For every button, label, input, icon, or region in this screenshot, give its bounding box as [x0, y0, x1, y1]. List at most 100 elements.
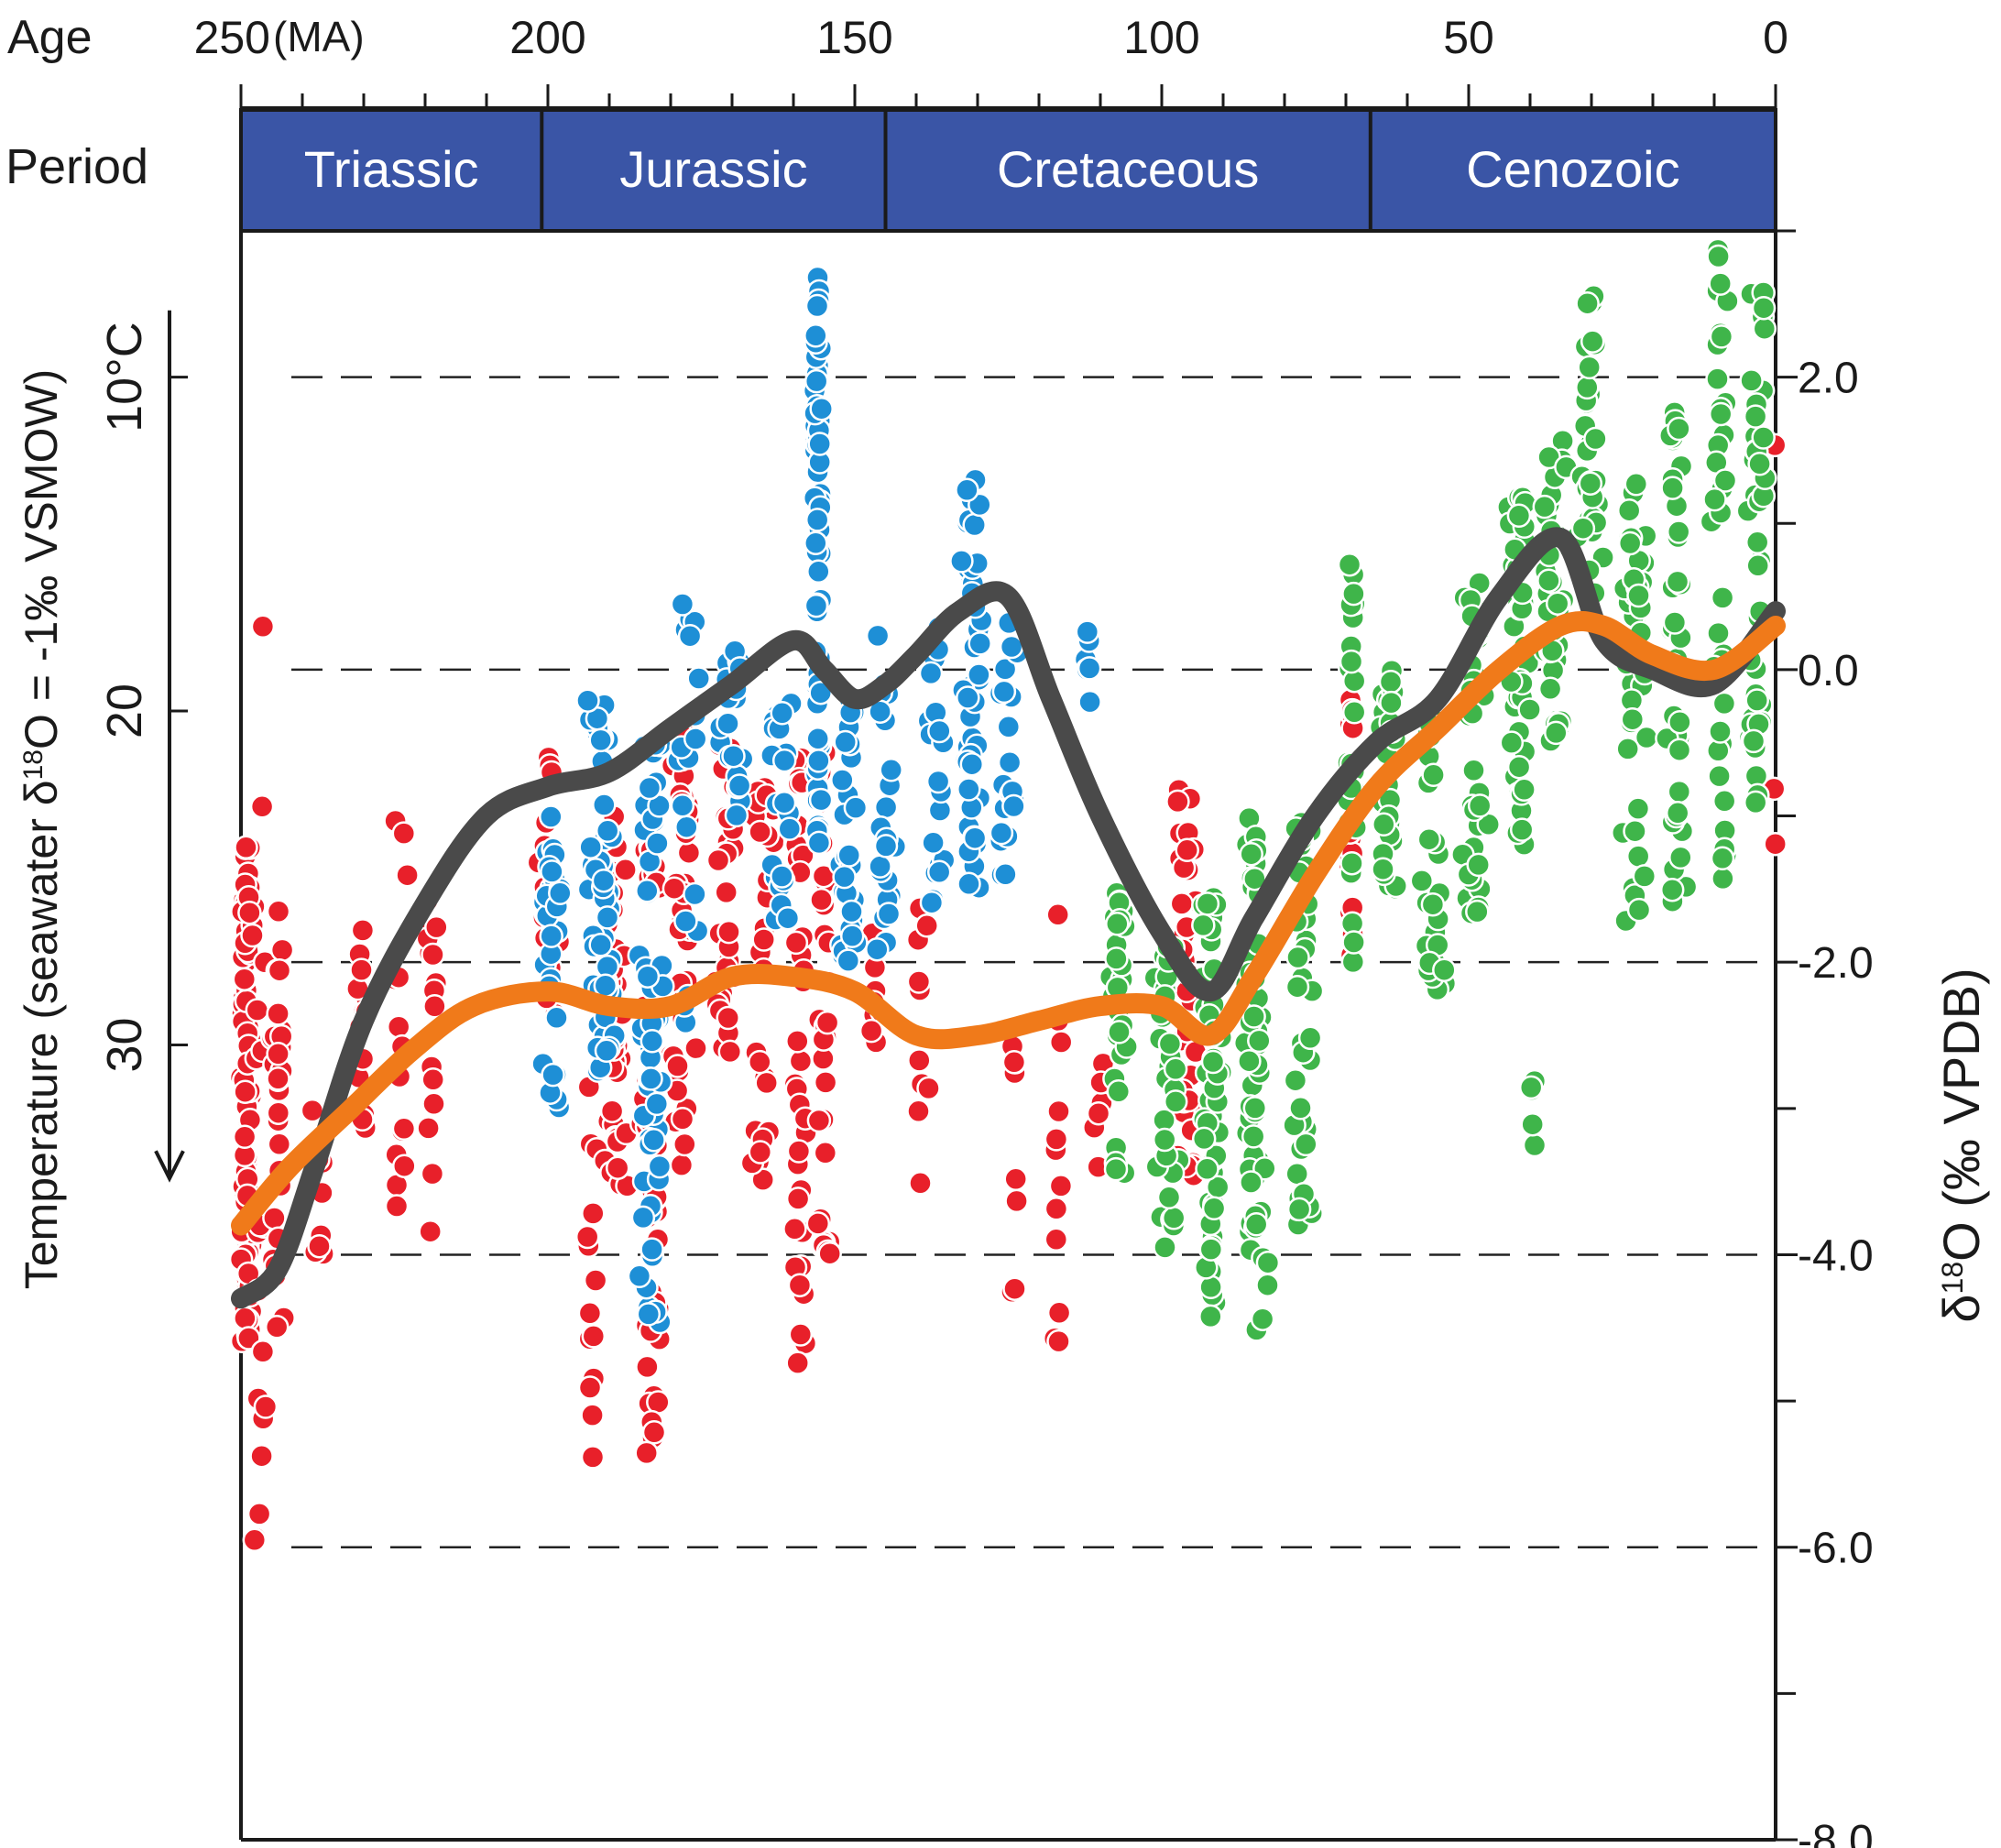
- red-data-point: [250, 1340, 276, 1364]
- blue-data-point: [967, 662, 991, 687]
- green-data-point: [1616, 498, 1642, 523]
- blue-data-point: [640, 1029, 665, 1054]
- red-data-point: [805, 1211, 831, 1236]
- green-data-point: [1198, 1274, 1223, 1300]
- green-data-point: [1667, 416, 1691, 442]
- red-data-point: [1046, 1300, 1072, 1326]
- blue-data-point: [876, 902, 902, 926]
- blue-data-point: [770, 701, 794, 726]
- blue-data-point: [996, 715, 1022, 739]
- blue-data-point: [991, 679, 1017, 705]
- red-data-point: [748, 819, 772, 845]
- green-data-point: [1625, 796, 1651, 821]
- blue-data-point: [808, 787, 834, 813]
- red-data-point: [250, 614, 276, 640]
- red-data-point: [266, 1001, 290, 1026]
- temperature-arrow-head: [154, 1150, 185, 1183]
- blue-data-point: [993, 862, 1018, 887]
- green-data-point: [1624, 472, 1649, 497]
- blue-data-point: [919, 890, 945, 915]
- green-data-point: [1752, 316, 1777, 341]
- green-data-point: [1632, 864, 1657, 889]
- blue-data-point: [645, 831, 670, 856]
- green-data-point: [1710, 585, 1735, 610]
- blue-data-point: [539, 924, 563, 948]
- red-data-point: [234, 835, 258, 860]
- red-data-point: [245, 998, 270, 1022]
- green-data-point: [1668, 845, 1693, 870]
- green-data-point: [1341, 700, 1367, 725]
- red-data-point: [233, 1079, 257, 1104]
- blue-data-point: [957, 871, 981, 897]
- red-data-point: [249, 1443, 274, 1469]
- red-data-point: [391, 1116, 417, 1142]
- blue-data-point: [635, 879, 660, 903]
- blue-data-point: [721, 743, 746, 769]
- blue-data-point: [770, 864, 794, 889]
- red-data-point: [422, 994, 447, 1019]
- blue-data-point: [926, 859, 952, 885]
- blue-data-point: [957, 777, 981, 802]
- green-data-point: [1156, 1185, 1182, 1210]
- blue-data-point: [775, 905, 801, 931]
- green-data-point: [1461, 758, 1486, 783]
- blue-data-point: [805, 727, 830, 751]
- green-data-point: [1198, 1304, 1223, 1329]
- green-data-point: [1506, 503, 1532, 529]
- green-data-point: [1667, 779, 1692, 804]
- temperature-tick-label: 30: [97, 1017, 152, 1072]
- green-data-point: [1662, 610, 1688, 635]
- green-data-point: [1544, 720, 1569, 746]
- green-data-point: [1709, 324, 1734, 349]
- green-data-point: [1294, 1132, 1318, 1157]
- red-data-point: [581, 1201, 606, 1226]
- green-data-point: [1255, 1250, 1281, 1275]
- red-data-point: [676, 840, 702, 865]
- red-data-point: [577, 1301, 603, 1326]
- blue-data-point: [588, 933, 613, 957]
- red-data-point: [266, 1042, 290, 1066]
- green-data-point: [1659, 877, 1685, 902]
- blue-data-point: [949, 549, 974, 574]
- green-data-point: [1744, 688, 1769, 713]
- d18o-tick-label: -8.0: [1798, 1817, 1874, 1848]
- blue-data-point: [830, 768, 855, 793]
- red-data-point: [424, 914, 449, 940]
- red-data-point: [242, 1527, 268, 1553]
- red-data-point: [788, 1322, 814, 1347]
- d18o-tick-label: 0.0: [1798, 647, 1859, 695]
- red-data-point: [580, 1445, 606, 1470]
- green-data-point: [1195, 891, 1220, 916]
- blue-data-point: [640, 1237, 664, 1262]
- red-data-point: [683, 1035, 708, 1061]
- blue-data-point: [836, 843, 861, 868]
- red-data-point: [646, 1390, 671, 1415]
- green-data-point: [1743, 790, 1768, 815]
- blue-data-point: [771, 790, 797, 815]
- green-data-point: [1512, 777, 1536, 803]
- blue-data-point: [539, 804, 563, 829]
- d18o-axis-label: δ18O (‰ VPDB): [1932, 968, 1990, 1322]
- red-data-point: [253, 1394, 279, 1419]
- blue-data-point: [595, 818, 620, 844]
- green-data-point: [1625, 844, 1651, 869]
- green-data-point: [1705, 366, 1730, 391]
- red-data-point: [1048, 1174, 1074, 1198]
- green-data-point: [1285, 974, 1310, 1000]
- red-data-point: [1046, 1099, 1071, 1124]
- green-data-point: [1575, 290, 1600, 316]
- blue-data-point: [804, 293, 830, 319]
- blue-data-point: [544, 1005, 569, 1031]
- age-tick-label: 50: [1443, 12, 1494, 63]
- green-data-point: [1239, 1170, 1263, 1195]
- red-data-point: [1004, 1188, 1029, 1214]
- red-data-point: [384, 1194, 410, 1219]
- blue-data-point: [686, 666, 711, 691]
- d18o-tick-label: -2.0: [1798, 939, 1874, 988]
- green-data-point: [1371, 857, 1395, 881]
- green-data-point: [1741, 728, 1766, 754]
- age-tick-label: 200: [509, 12, 585, 63]
- blue-data-point: [1077, 689, 1102, 715]
- green-data-point: [1341, 581, 1366, 607]
- green-data-point: [1708, 401, 1733, 427]
